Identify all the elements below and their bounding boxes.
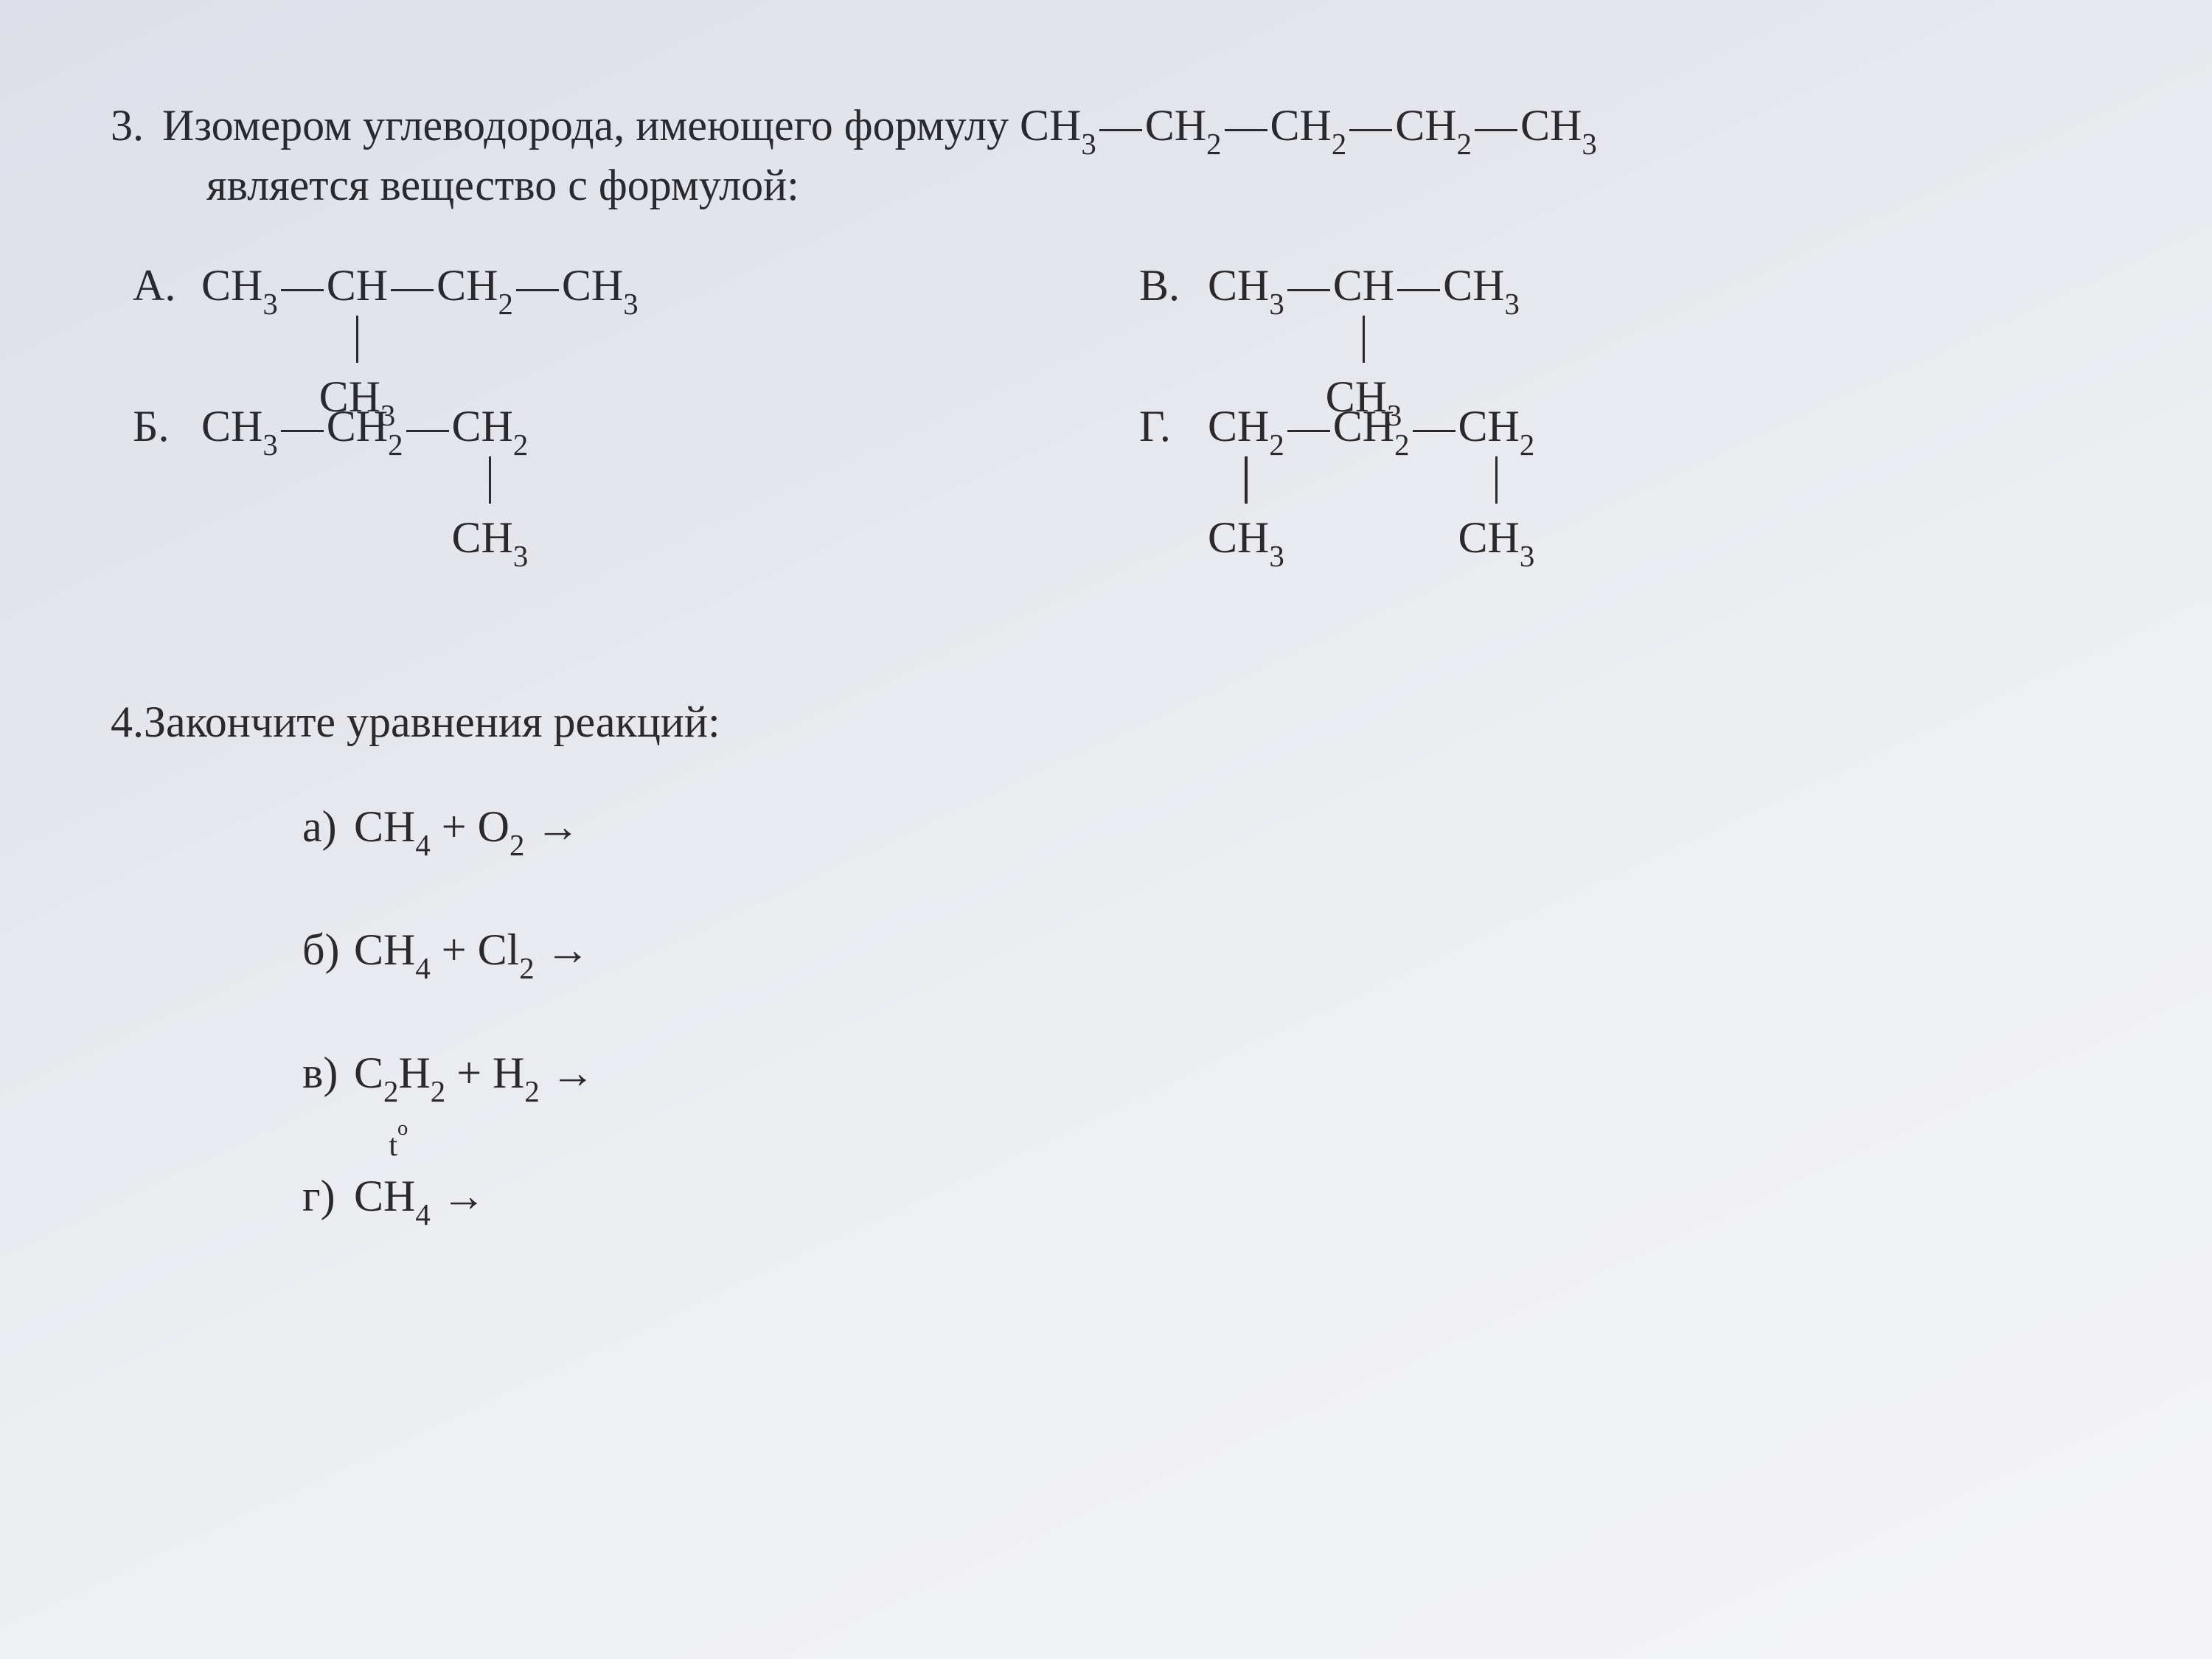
option-label: А. [133, 256, 190, 316]
equation-label: а) [302, 797, 354, 857]
equation-label: в) [302, 1043, 354, 1103]
q4-equations: а)CH4 + O2 →б)CH4 + Cl2 →в)C2H2 + H2 →to… [302, 796, 2101, 1226]
q3-number: 3. [111, 96, 162, 156]
q3-line1: Изомером углеводорода, имеющего формулу … [162, 96, 1597, 156]
reaction-condition: to [389, 1125, 408, 1167]
bond-vertical [1363, 316, 1366, 363]
branch-group: CH3 [1458, 508, 1535, 568]
bond-vertical [1495, 456, 1498, 504]
option-g-structure: CH2CH2CH2CH3CH3 [1208, 397, 1534, 456]
q3-line2: является вещество с формулой: [206, 156, 2101, 215]
arrow-icon: → [546, 925, 590, 974]
equation-row: б)CH4 + Cl2 → [302, 919, 2101, 980]
equation-lhs: C2H2 + H2 [354, 1048, 551, 1097]
equation-label: б) [302, 920, 354, 980]
arrow-icon: → [442, 1171, 486, 1220]
q3-stem: 3. Изомером углеводорода, имеющего форму… [111, 96, 2101, 156]
q3-option-b: Б. CH3CH2CH2CH3 [133, 397, 1095, 456]
equation-lhs: CH4 [354, 1172, 442, 1220]
equation-row: в)C2H2 + H2 → [302, 1043, 2101, 1103]
arrow-icon: → [551, 1048, 595, 1097]
option-b-structure: CH3CH2CH2CH3 [201, 397, 528, 456]
q3-option-g: Г. CH2CH2CH2CH3CH3 [1139, 397, 2101, 456]
option-a-structure: CH3CHCH2CH3CH3 [201, 256, 639, 316]
arrow-icon: → [535, 801, 580, 851]
option-label: В. [1139, 256, 1197, 316]
option-v-structure: CH3CHCH3CH3 [1208, 256, 1520, 316]
question-4: 4.Закончите уравнения реакций: а)CH4 + O… [111, 692, 2101, 1226]
bond-vertical [356, 316, 359, 363]
equation-row: toг)CH4 → [302, 1166, 2101, 1226]
q4-heading: 4.Закончите уравнения реакций: [111, 692, 2101, 752]
q3-stem-formula: CH3CH2CH2CH2CH3 [1020, 101, 1597, 150]
q3-options: А. CH3CHCH2CH3CH3 В. CH3CHCH3CH3 Б. CH3C… [133, 256, 2101, 456]
option-label: Б. [133, 397, 190, 456]
equation-label: г) [302, 1166, 354, 1226]
q3-line1-text: Изомером углеводорода, имеющего формулу [162, 101, 1020, 150]
page: 3. Изомером углеводорода, имеющего форму… [0, 0, 2212, 1226]
q3-option-v: В. CH3CHCH3CH3 [1139, 256, 2101, 316]
equation-lhs: CH4 + Cl2 [354, 925, 546, 974]
q3-option-a: А. CH3CHCH2CH3CH3 [133, 256, 1095, 316]
bond-vertical [1245, 456, 1248, 504]
option-label: Г. [1139, 397, 1197, 456]
branch-group: CH3 [452, 508, 529, 568]
branch-group: CH3 [1208, 508, 1284, 568]
equation-lhs: CH4 + O2 [354, 802, 535, 851]
question-3: 3. Изомером углеводорода, имеющего форму… [111, 96, 2101, 456]
bond-vertical [489, 456, 492, 504]
equation-row: а)CH4 + O2 → [302, 796, 2101, 857]
